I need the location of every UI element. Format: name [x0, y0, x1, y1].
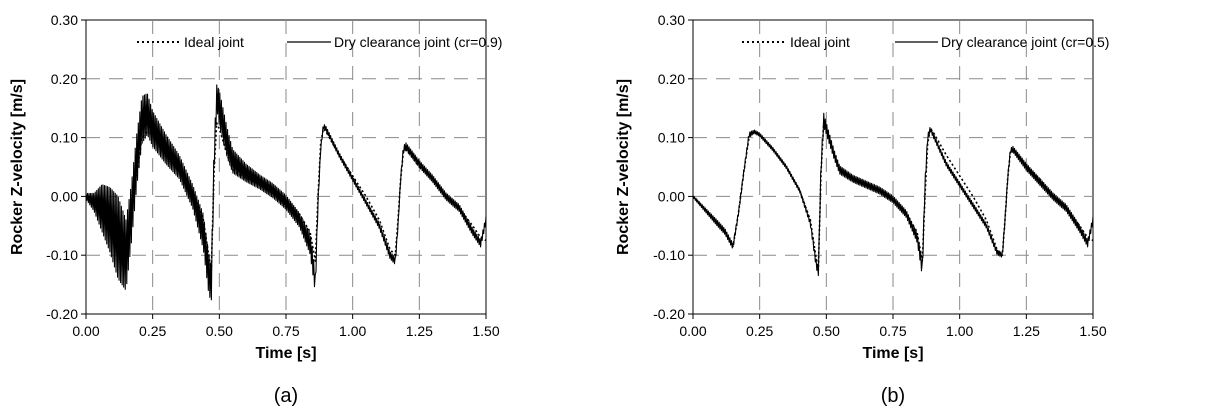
chart-panel-a: 0.300.200.100.00-0.10-0.20 0.00 0.25 0.50 0… — [9, 12, 502, 407]
y-tick-label: -0.20 — [653, 306, 685, 322]
y-axis-title-b: Rocker Z-velocity [m/s] — [615, 79, 632, 255]
x-axis-title-b: Time [s] — [862, 345, 923, 362]
x-axis-title-a: Time [s] — [255, 345, 316, 362]
x-tick-label: 0.25 — [139, 323, 166, 339]
x-tick-label: 0.75 — [272, 323, 299, 339]
y-tick-label: 0.20 — [51, 71, 78, 87]
legend-a: Ideal joint Dry clearance joint (cr=0.9) — [137, 34, 502, 50]
series-clearance-joint-line — [692, 112, 1094, 277]
y-tick-label: -0.10 — [46, 247, 78, 263]
x-tick-label: 0.00 — [679, 323, 706, 339]
y-tick-label: 0.10 — [658, 130, 685, 146]
x-tick-label: 0.50 — [206, 323, 233, 339]
legend-label-clearance-b: Dry clearance joint (cr=0.5) — [941, 34, 1109, 50]
y-tick-labels-b: 0.30 0.20 0.10 0.00 -0.10 -0.20 — [653, 12, 685, 322]
panel-label-b: (b) — [881, 385, 905, 407]
y-tick-label: -0.20 — [46, 306, 78, 322]
y-tick-labels-a: 0.30 0.20 0.10 0.00 -0.10 -0.20 — [46, 12, 78, 322]
y-tick-label: -0.10 — [653, 247, 685, 263]
x-tick-label: 1.25 — [1013, 323, 1040, 339]
series-group-a — [85, 84, 487, 301]
legend-label-ideal-b: Ideal joint — [790, 34, 850, 50]
chart-panel-b: 0.300.200.100.00-0.10-0.20 0.00 0.25 0.50 0… — [615, 12, 1109, 407]
y-tick-label: 0.30 — [658, 12, 685, 28]
legend-label-ideal-a: Ideal joint — [184, 34, 244, 50]
x-tick-label: 1.50 — [1079, 323, 1106, 339]
y-axis-title-a: Rocker Z-velocity [m/s] — [9, 79, 26, 255]
series-clearance-joint-line — [85, 84, 487, 301]
x-tick-label: 1.00 — [946, 323, 973, 339]
y-tick-label: 0.00 — [658, 188, 685, 204]
x-tick-label: 0.25 — [746, 323, 773, 339]
legend-label-clearance-a: Dry clearance joint (cr=0.9) — [334, 34, 502, 50]
series-group-b — [692, 112, 1094, 277]
legend-b: Ideal joint Dry clearance joint (cr=0.5) — [742, 34, 1109, 50]
panel-label-a: (a) — [274, 385, 298, 407]
x-tick-label: 0.00 — [72, 323, 99, 339]
x-tick-labels-a: 0.00 0.25 0.50 0.75 1.00 1.25 1.50 — [72, 323, 499, 339]
x-tick-label: 1.00 — [339, 323, 366, 339]
y-tick-label: 0.00 — [51, 188, 78, 204]
x-tick-label: 1.25 — [406, 323, 433, 339]
x-tick-label: 1.50 — [472, 323, 499, 339]
x-tick-labels-b: 0.00 0.25 0.50 0.75 1.00 1.25 1.50 — [679, 323, 1106, 339]
y-tick-label: 0.30 — [51, 12, 78, 28]
grid-a — [81, 19, 487, 319]
y-tick-label: 0.20 — [658, 71, 685, 87]
y-tick-label: 0.10 — [51, 130, 78, 146]
x-tick-label: 0.75 — [879, 323, 906, 339]
x-tick-label: 0.50 — [813, 323, 840, 339]
grid-b — [688, 19, 1094, 319]
